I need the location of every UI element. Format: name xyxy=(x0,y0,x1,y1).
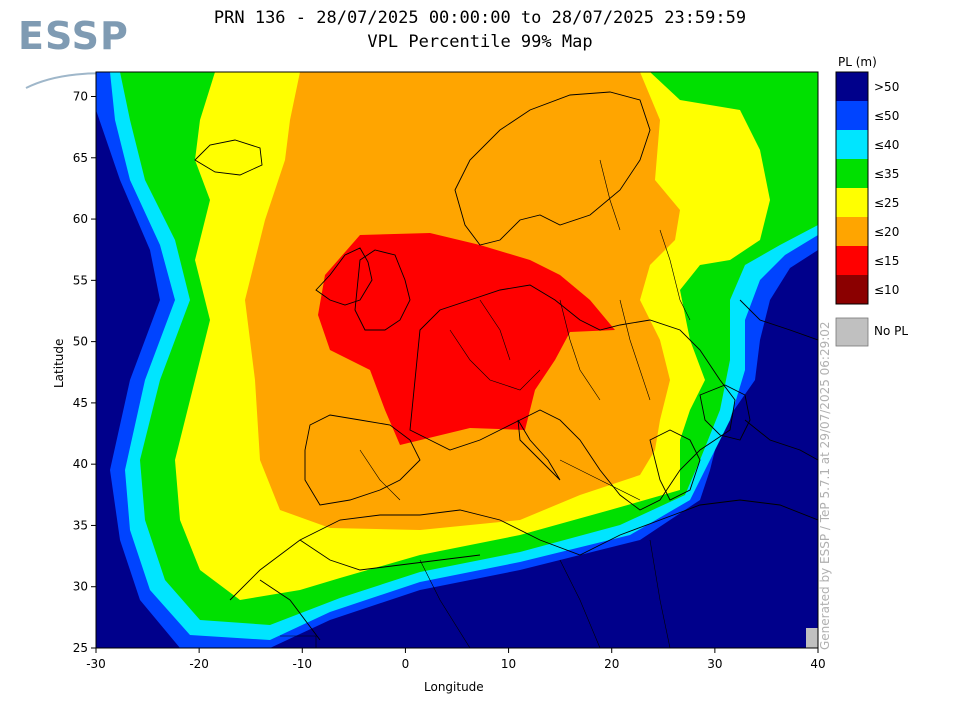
map-title-line2: VPL Percentile 99% Map xyxy=(367,32,593,52)
x-tick-label: -10 xyxy=(292,657,312,671)
legend-swatch xyxy=(836,188,868,217)
legend-colorbar xyxy=(835,71,869,305)
legend-label: ≤50 xyxy=(874,109,900,123)
x-axis-title: Longitude xyxy=(424,680,484,694)
legend-label: ≤25 xyxy=(874,196,900,210)
legend-swatch xyxy=(836,217,868,246)
legend-swatch xyxy=(836,101,868,130)
legend-swatch xyxy=(836,275,868,304)
x-tick-label: -30 xyxy=(86,657,106,671)
y-axis-ticks: 25 30 35 40 45 50 55 60 65 70 xyxy=(73,90,96,655)
plot-frame xyxy=(95,71,819,649)
x-tick-label: 20 xyxy=(604,657,619,671)
legend-swatch xyxy=(836,159,868,188)
y-tick-label: 35 xyxy=(73,518,88,532)
legend-label: ≤40 xyxy=(874,138,900,152)
map-title-line1: PRN 136 - 28/07/2025 00:00:00 to 28/07/2… xyxy=(213,8,747,28)
coastline-outlines xyxy=(194,91,818,641)
x-tick-label: 30 xyxy=(707,657,722,671)
y-tick-label: 45 xyxy=(73,396,88,410)
y-tick-label: 55 xyxy=(73,273,88,287)
no-pl-patch xyxy=(806,628,818,648)
logo-text: ESSP xyxy=(18,14,129,58)
legend-swatch xyxy=(836,130,868,159)
pl-contours xyxy=(96,72,818,648)
legend-frame xyxy=(835,71,869,305)
legend-swatch xyxy=(836,72,868,101)
legend-title: PL (m) xyxy=(838,55,877,69)
y-tick-label: 40 xyxy=(73,457,88,471)
y-axis-title: Latitude xyxy=(52,338,66,388)
x-tick-label: 40 xyxy=(810,657,825,671)
legend-label: ≤35 xyxy=(874,167,900,181)
x-tick-label: 0 xyxy=(402,657,410,671)
y-tick-label: 60 xyxy=(73,212,88,226)
x-tick-label: -20 xyxy=(189,657,209,671)
y-tick-label: 65 xyxy=(73,151,88,165)
country-borders xyxy=(280,159,691,648)
legend-label: ≤10 xyxy=(874,283,900,297)
generated-by-watermark: Generated by ESSP / TeP 5.7.1 at 29/07/2… xyxy=(818,321,832,650)
contour-le15 xyxy=(318,233,615,445)
y-tick-label: 25 xyxy=(73,641,88,655)
legend-label: >50 xyxy=(874,80,900,94)
legend-swatch xyxy=(836,246,868,275)
legend-no-pl-swatch xyxy=(835,317,869,347)
x-axis-ticks: -30 -20 -10 0 10 20 30 40 xyxy=(86,648,826,671)
x-tick-label: 10 xyxy=(501,657,516,671)
y-tick-label: 50 xyxy=(73,335,88,349)
y-tick-label: 70 xyxy=(73,90,88,104)
y-tick-label: 30 xyxy=(73,580,88,594)
legend-no-pl-label: No PL xyxy=(874,324,909,338)
legend-label: ≤15 xyxy=(874,254,900,268)
legend-label: ≤20 xyxy=(874,225,900,239)
